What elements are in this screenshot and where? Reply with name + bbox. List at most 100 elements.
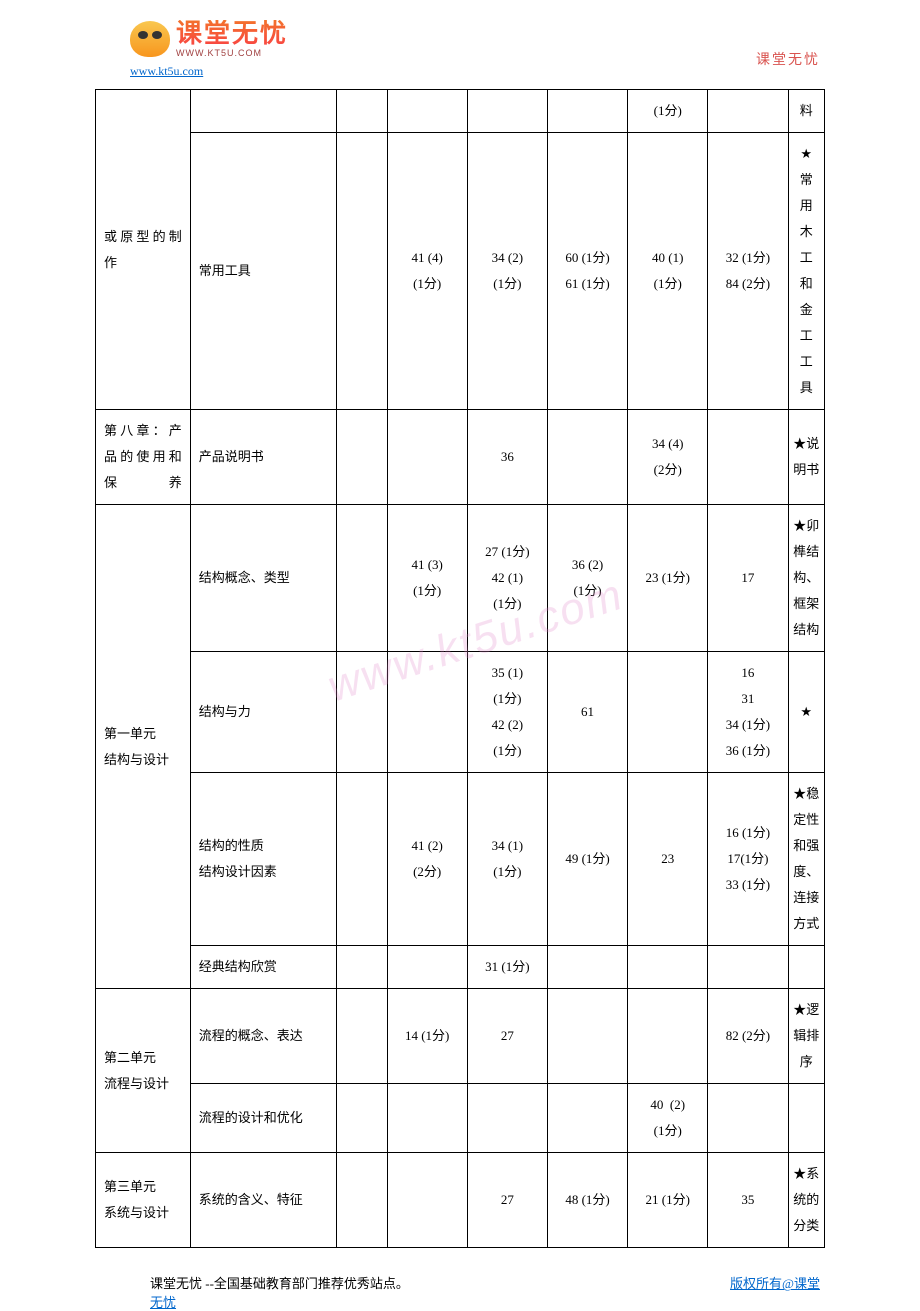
table-row: 或原型的制作 (1分) 料 xyxy=(96,90,825,133)
chapter-cell: 第二单元流程与设计 xyxy=(96,989,191,1153)
data-cell xyxy=(387,410,467,505)
data-cell xyxy=(336,1084,387,1153)
data-cell xyxy=(387,652,467,773)
data-cell xyxy=(336,505,387,652)
data-cell: 36 xyxy=(467,410,547,505)
data-cell xyxy=(708,410,788,505)
data-cell: 60 (1分)61 (1分) xyxy=(547,133,627,410)
data-cell: 41 (4)(1分) xyxy=(387,133,467,410)
chapter-cell: 或原型的制作 xyxy=(96,90,191,410)
data-cell: 21 (1分) xyxy=(628,1153,708,1248)
data-cell: 163134 (1分)36 (1分) xyxy=(708,652,788,773)
chapter-cell: 第八章：产品的使用和保养 xyxy=(96,410,191,505)
topic-cell: 结构与力 xyxy=(190,652,336,773)
main-table-wrapper: 或原型的制作 (1分) 料 常用工具 41 (4)(1分) 34 (2)(1分)… xyxy=(0,89,920,1248)
note-cell: ★ xyxy=(788,652,824,773)
topic-cell: 结构概念、类型 xyxy=(190,505,336,652)
data-cell xyxy=(708,90,788,133)
data-cell: 35 xyxy=(708,1153,788,1248)
table-row: 流程的设计和优化 40 (2)(1分) xyxy=(96,1084,825,1153)
data-cell: 40 (2)(1分) xyxy=(628,1084,708,1153)
data-cell: 61 xyxy=(547,652,627,773)
data-cell: 48 (1分) xyxy=(547,1153,627,1248)
data-cell xyxy=(387,1153,467,1248)
data-cell xyxy=(336,90,387,133)
data-cell xyxy=(547,989,627,1084)
data-cell xyxy=(387,946,467,989)
data-cell: 16 (1分)17(1分)33 (1分) xyxy=(708,773,788,946)
data-cell xyxy=(336,652,387,773)
header-brand: 课堂无忧 xyxy=(756,49,820,79)
topic-cell: 流程的设计和优化 xyxy=(190,1084,336,1153)
chapter-cell: 第一单元结构与设计 xyxy=(96,505,191,989)
logo-english: WWW.KT5U.COM xyxy=(176,49,288,59)
data-cell xyxy=(628,989,708,1084)
data-cell: 41 (2)(2分) xyxy=(387,773,467,946)
data-cell: 23 (1分) xyxy=(628,505,708,652)
data-cell xyxy=(708,946,788,989)
data-cell xyxy=(336,773,387,946)
table-row: 经典结构欣赏 31 (1分) xyxy=(96,946,825,989)
note-cell: 料 xyxy=(788,90,824,133)
table-row: 结构与力 35 (1)(1分)42 (2)(1分) 61 163134 (1分)… xyxy=(96,652,825,773)
data-cell: 14 (1分) xyxy=(387,989,467,1084)
data-cell: 34 (1)(1分) xyxy=(467,773,547,946)
topic-cell: 结构的性质结构设计因素 xyxy=(190,773,336,946)
chapter-cell: 第三单元系统与设计 xyxy=(96,1153,191,1248)
data-cell xyxy=(628,946,708,989)
data-cell xyxy=(628,652,708,773)
data-cell: 27 (1分)42 (1)(1分) xyxy=(467,505,547,652)
data-cell xyxy=(467,90,547,133)
note-cell xyxy=(788,946,824,989)
site-url-link[interactable]: www.kt5u.com xyxy=(130,64,288,79)
data-cell xyxy=(336,133,387,410)
data-cell: 27 xyxy=(467,989,547,1084)
note-cell: ★卯榫结构、框架结构 xyxy=(788,505,824,652)
data-cell xyxy=(547,946,627,989)
topic-cell: 常用工具 xyxy=(190,133,336,410)
data-cell: 23 xyxy=(628,773,708,946)
data-cell xyxy=(547,410,627,505)
topic-cell: 流程的概念、表达 xyxy=(190,989,336,1084)
data-cell xyxy=(547,90,627,133)
note-cell: ★说明书 xyxy=(788,410,824,505)
data-cell: 31 (1分) xyxy=(467,946,547,989)
data-cell: 34 (2)(1分) xyxy=(467,133,547,410)
data-cell: 34 (4)(2分) xyxy=(628,410,708,505)
note-cell: ★稳定性和强度、连接方式 xyxy=(788,773,824,946)
data-cell xyxy=(336,410,387,505)
copyright-link-2[interactable]: 无忧 xyxy=(150,1295,176,1310)
data-cell: 27 xyxy=(467,1153,547,1248)
bee-logo-icon xyxy=(130,21,170,57)
table-row: 第三单元系统与设计 系统的含义、特征 27 48 (1分) 21 (1分) 35… xyxy=(96,1153,825,1248)
table-row: 结构的性质结构设计因素 41 (2)(2分) 34 (1)(1分) 49 (1分… xyxy=(96,773,825,946)
data-cell: 32 (1分)84 (2分) xyxy=(708,133,788,410)
content-table: 或原型的制作 (1分) 料 常用工具 41 (4)(1分) 34 (2)(1分)… xyxy=(95,89,825,1248)
data-cell xyxy=(387,1084,467,1153)
data-cell: 49 (1分) xyxy=(547,773,627,946)
data-cell xyxy=(336,989,387,1084)
data-cell: 41 (3)(1分) xyxy=(387,505,467,652)
note-cell: ★逻辑排序 xyxy=(788,989,824,1084)
table-row: 第一单元结构与设计 结构概念、类型 41 (3)(1分) 27 (1分)42 (… xyxy=(96,505,825,652)
data-cell: 35 (1)(1分)42 (2)(1分) xyxy=(467,652,547,773)
data-cell xyxy=(336,1153,387,1248)
page-header: 课堂无忧 WWW.KT5U.COM www.kt5u.com 课堂无忧 xyxy=(0,0,920,89)
topic-cell xyxy=(190,90,336,133)
data-cell xyxy=(547,1084,627,1153)
note-cell xyxy=(788,1084,824,1153)
data-cell xyxy=(387,90,467,133)
note-cell: ★系统的分类 xyxy=(788,1153,824,1248)
note-cell: ★常用木工和金工工具 xyxy=(788,133,824,410)
table-row: 常用工具 41 (4)(1分) 34 (2)(1分) 60 (1分)61 (1分… xyxy=(96,133,825,410)
table-row: 第二单元流程与设计 流程的概念、表达 14 (1分) 27 82 (2分) ★逻… xyxy=(96,989,825,1084)
footer-text: 课堂无忧 --全国基础教育部门推荐优秀站点。 xyxy=(150,1273,409,1292)
data-cell: 40 (1)(1分) xyxy=(628,133,708,410)
copyright-link[interactable]: 版权所有@课堂 xyxy=(730,1273,820,1292)
topic-cell: 经典结构欣赏 xyxy=(190,946,336,989)
topic-cell: 系统的含义、特征 xyxy=(190,1153,336,1248)
table-row: 第八章：产品的使用和保养 产品说明书 36 34 (4)(2分) ★说明书 xyxy=(96,410,825,505)
data-cell: 36 (2)(1分) xyxy=(547,505,627,652)
logo-chinese: 课堂无忧 xyxy=(176,20,288,49)
logo-area: 课堂无忧 WWW.KT5U.COM www.kt5u.com xyxy=(130,20,288,79)
